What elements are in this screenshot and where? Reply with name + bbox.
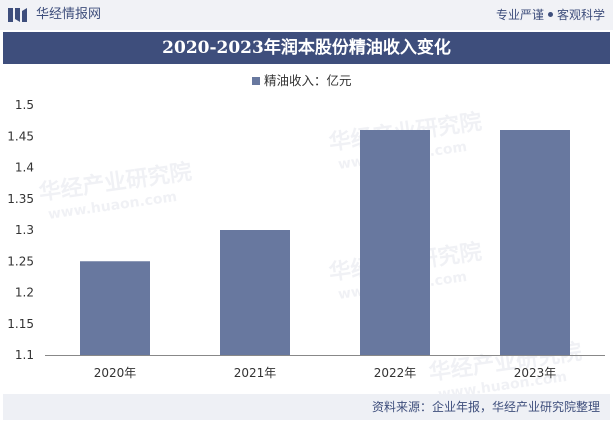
x-tick-label: 2022年 [374,366,417,380]
bar [500,130,570,355]
bar-series [80,130,570,355]
x-axis: 2020年 2021年 2022年 2023年 [45,355,605,380]
bar [80,261,150,355]
bar [220,230,290,355]
legend-swatch [252,77,260,85]
brand-slogan: 专业严谨 客观科学 [496,7,605,23]
slogan-right: 客观科学 [556,8,605,22]
y-tick-label: 1.25 [7,254,34,268]
chart-title: 2020-2023年润本股份精油收入变化 [162,38,451,58]
y-tick-label: 1.45 [7,129,34,143]
brand-name: 华经情报网 [36,7,102,22]
y-tick-label: 1.15 [7,317,34,331]
bar-chart: 华经产业研究院www.huaon.com华经产业研究院www.huaon.com… [7,73,605,394]
y-tick-label: 1.2 [15,286,34,300]
y-tick-label: 1.5 [15,98,34,112]
x-tick-label: 2023年 [514,366,557,380]
bullet-dot-icon [547,12,553,17]
y-tick-label: 1.3 [15,223,34,237]
slogan-left: 专业严谨 [495,8,544,22]
title-band: 2020-2023年润本股份精油收入变化 [3,32,610,64]
y-tick-label: 1.1 [15,348,34,362]
x-tick-label: 2021年 [234,366,277,380]
y-tick-label: 1.4 [15,161,34,175]
bar [360,130,430,355]
y-tick-label: 1.35 [7,192,34,206]
y-axis: 1.1 1.15 1.2 1.25 1.3 1.35 1.4 1.45 1.5 [7,98,34,362]
source-footer: 资料来源：企业年报，华经产业研究院整理 [3,394,610,420]
chart-legend: 精油收入：亿元 [252,73,352,88]
source-note: 资料来源：企业年报，华经产业研究院整理 [371,400,600,414]
x-tick-label: 2020年 [94,366,137,380]
legend-label: 精油收入：亿元 [264,73,352,88]
brand-logo-icon [8,8,27,22]
brand-header: 华经情报网 专业严谨 客观科学 [0,0,613,30]
